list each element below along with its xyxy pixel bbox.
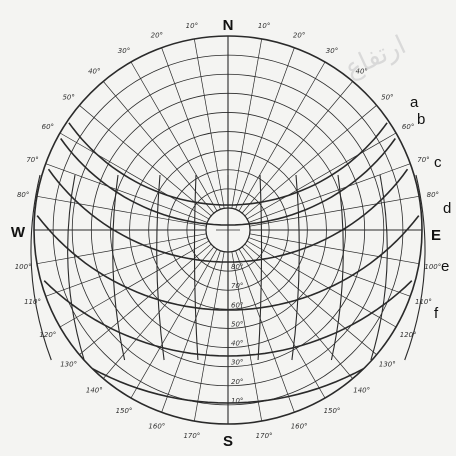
azimuth-tick-label: 70° <box>26 156 38 164</box>
north-label: N <box>223 17 234 34</box>
hour-line <box>112 174 126 361</box>
azimuth-tick-label: 110° <box>415 298 432 306</box>
azimuth-line <box>193 251 225 422</box>
hour-line <box>291 174 300 361</box>
azimuth-line <box>238 61 326 212</box>
azimuth-tick-label: 50° <box>62 93 74 101</box>
curve-label-f: f <box>434 305 439 322</box>
azimuth-tick-label: 140° <box>86 386 103 394</box>
azimuth-tick-label: 120° <box>400 331 417 339</box>
sun-path-curve <box>92 368 364 404</box>
azimuth-line <box>246 132 397 220</box>
azimuth-tick-label: 170° <box>256 432 273 440</box>
azimuth-line <box>45 237 208 297</box>
azimuth-line <box>248 163 411 223</box>
azimuth-tick-label: 110° <box>24 298 41 306</box>
curve-label-a: a <box>410 94 419 111</box>
azimuth-line <box>244 243 377 355</box>
azimuth-line <box>45 163 208 223</box>
curve-label-d: d <box>443 200 451 217</box>
azimuth-tick-label: 160° <box>291 422 308 430</box>
azimuth-tick-label: 10° <box>186 22 198 30</box>
altitude-tick-label: 40° <box>231 340 243 348</box>
azimuth-tick-label: 100° <box>15 263 32 271</box>
azimuth-line <box>59 132 210 220</box>
east-label: E <box>431 227 441 244</box>
hour-line <box>30 174 52 361</box>
azimuth-line <box>231 251 263 422</box>
west-label: W <box>11 224 26 241</box>
hour-line <box>257 174 263 361</box>
altitude-tick-label: 60° <box>231 301 243 309</box>
hour-line <box>193 174 199 361</box>
azimuth-line <box>244 105 377 217</box>
azimuth-tick-label: 130° <box>379 361 396 369</box>
hour-line <box>404 174 426 361</box>
azimuth-tick-label: 140° <box>353 386 370 394</box>
altitude-tick-label: 80° <box>231 263 243 271</box>
azimuth-tick-label: 70° <box>417 156 429 164</box>
azimuth-tick-label: 150° <box>116 407 133 415</box>
azimuth-line <box>79 105 212 217</box>
azimuth-line <box>36 233 207 265</box>
azimuth-line <box>235 47 295 210</box>
azimuth-line <box>231 38 263 209</box>
azimuth-tick-label: 20° <box>293 32 305 40</box>
azimuth-line <box>238 248 326 399</box>
azimuth-line <box>246 240 397 328</box>
azimuth-line <box>130 248 218 399</box>
hour-lines <box>30 174 426 361</box>
azimuth-tick-label: 150° <box>324 407 341 415</box>
azimuth-tick-label: 130° <box>60 361 77 369</box>
azimuth-tick-label: 100° <box>424 263 441 271</box>
azimuth-line <box>59 240 210 328</box>
azimuth-tick-label: 80° <box>17 191 29 199</box>
altitude-tick-label: 20° <box>231 378 243 386</box>
azimuth-tick-label: 160° <box>148 422 165 430</box>
curve-label-e: e <box>441 258 449 275</box>
azimuth-tick-label: 40° <box>88 68 100 76</box>
azimuth-line <box>161 47 221 210</box>
azimuth-tick-label: 80° <box>427 191 439 199</box>
azimuth-tick-label: 20° <box>151 32 163 40</box>
altitude-tick-labels: 10° 20° 30° 40° 50° 60° 70° 80° <box>231 263 243 405</box>
hour-line <box>370 174 388 361</box>
hour-line <box>156 174 165 361</box>
azimuth-line <box>130 61 218 212</box>
azimuth-tick-label: 40° <box>355 68 367 76</box>
azimuth-line <box>79 243 212 355</box>
azimuth-tick-label: 10° <box>258 22 270 30</box>
hour-line <box>330 174 344 361</box>
azimuth-line <box>249 233 420 265</box>
azimuth-tick-label: 60° <box>42 123 54 131</box>
altitude-tick-label: 70° <box>231 282 243 290</box>
curve-label-b: b <box>417 111 425 128</box>
azimuth-tick-label: 50° <box>381 93 393 101</box>
south-label: S <box>223 433 233 450</box>
azimuth-line <box>248 237 411 297</box>
curve-label-c: c <box>434 154 442 171</box>
azimuth-tick-labels: 10° 10° 20° 20° 30° 30° 40° 40° 50° 50° 60° 60° 70° 7… <box>15 22 442 440</box>
azimuth-tick-label: 120° <box>39 331 56 339</box>
azimuth-tick-label: 60° <box>402 123 414 131</box>
azimuth-line <box>36 195 207 227</box>
altitude-tick-label: 50° <box>231 320 243 328</box>
azimuth-tick-label: 30° <box>326 47 338 55</box>
hour-line <box>67 174 85 361</box>
altitude-tick-label: 30° <box>231 359 243 367</box>
azimuth-line <box>193 38 225 209</box>
azimuth-line <box>161 250 221 413</box>
handwritten-note: ارتفاع <box>340 30 410 84</box>
azimuth-tick-label: 30° <box>118 47 130 55</box>
azimuth-line <box>249 195 420 227</box>
altitude-tick-label: 10° <box>231 397 243 405</box>
azimuth-tick-label: 170° <box>183 432 200 440</box>
azimuth-line <box>235 250 295 413</box>
